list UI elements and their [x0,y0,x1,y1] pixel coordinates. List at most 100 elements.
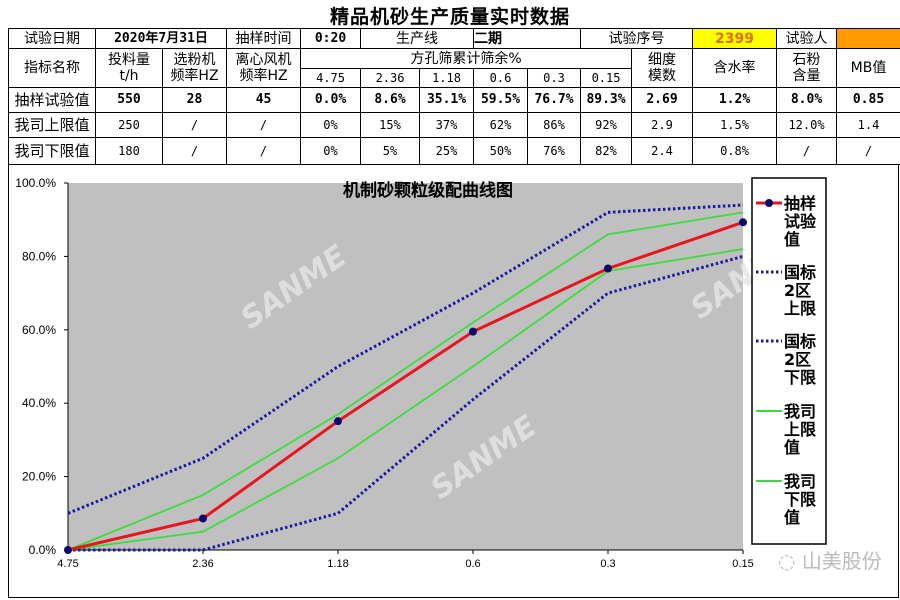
x-tick-label: 0.3 [600,558,615,570]
y-tick-label: 60.0% [22,323,56,337]
y-tick-label: 80.0% [22,249,56,263]
seq-value: 2399 [692,28,778,49]
y-tick-label: 20.0% [22,470,56,484]
table-cell: 92% [580,112,633,138]
sieve-header: 0.3 [527,68,582,88]
table-cell: 45 [226,87,302,113]
legend-label: 上限 [784,420,817,439]
plot-area [68,183,743,550]
table-cell: 180 [95,137,163,165]
legend-label: 下限 [784,368,817,387]
header-fin-l1: 细度 [648,52,677,68]
table-cell: 25% [419,137,475,165]
row-label: 抽样试验值 [8,87,96,113]
legend-label: 国标 [784,263,816,282]
header-sep-l2: 频率HZ [170,68,219,84]
series-line-4 [67,248,744,551]
header-feed-l1: 投料量 [108,52,150,68]
page-title: 精品机砂生产质量实时数据 [329,6,570,28]
legend-label: 下限 [784,490,817,509]
data-point [604,264,612,273]
header-pow-l2: 含量 [792,68,821,84]
data-point [199,514,207,523]
header-fan-l1: 离心风机 [235,52,292,68]
table-cell: / [776,137,838,165]
table-cell: 8.0% [776,87,838,113]
chart-frame [8,164,899,598]
corner-watermark: ◌ 山美股份 [778,545,882,574]
header-row-2: 4.75 2.36 1.18 0.6 0.3 0.15 [9,68,900,88]
header-mb: MB值 [836,48,900,88]
legend-label: 值 [784,438,800,457]
data-point [739,218,747,227]
legend-label: 我司 [784,472,816,491]
legend-label: 试验 [784,212,817,231]
data-point [469,327,477,336]
data-point [64,546,72,554]
x-tick-label: 0.15 [732,558,753,570]
corner-watermark-text: 山美股份 [801,549,882,573]
x-tick-label: 4.75 [57,558,78,570]
table-cell: 0.0% [300,87,362,113]
table-cell: 50% [473,137,529,165]
header-feed: 投料量 t/h [95,48,163,88]
header-fan-l2: 频率HZ [239,68,288,84]
table-cell: / [226,137,302,165]
header-row-1: 指标名称 投料量 t/h 选粉机 频率HZ 离心风机 频率HZ 方孔筛累计筛余% 细度… [8,48,900,88]
y-tick-label: 100.0% [15,176,56,190]
table-cell: / [836,137,900,165]
info-row: 试验日期 2020年7月31日 抽样时间 0:20 生产线 二期 试验序号 23… [8,28,900,49]
sieve-header: 2.36 [360,68,421,88]
table-cell: 0.8% [692,137,778,165]
table-cell: 89.3% [580,87,633,113]
legend-label: 值 [784,230,800,249]
legend-label: 2区 [784,281,811,300]
table-cell: 5% [360,137,421,165]
x-tick-label: 2.36 [192,558,213,570]
y-tick-label: 40.0% [22,396,56,410]
table-cell: 82% [580,137,633,165]
series-line-1 [67,203,744,515]
legend-label: 上限 [784,299,817,318]
header-fin-l2: 模数 [648,68,677,84]
wechat-icon: ◌ [778,549,802,573]
header-separator: 选粉机 频率HZ [161,48,228,88]
table-cell: 1.5% [692,112,778,138]
sieve-header: 0.15 [580,68,633,88]
table-cell: 8.6% [360,87,421,113]
date-value: 2020年7月31日 [94,28,228,49]
table-cell: 62% [473,112,529,138]
header-fan: 离心风机 频率HZ [226,48,302,88]
legend-box [751,177,827,545]
legend-label: 抽样 [784,194,816,213]
legend-label: 2区 [784,350,811,369]
y-tick-label: 0.0% [29,543,57,557]
row-label: 我司上限值 [8,112,96,138]
tester-label: 试验人 [776,28,838,49]
legend-marker [765,199,773,207]
table-cell: 59.5% [473,87,529,113]
table-row: 我司下限值 180//0% 5% 25% 50% 76% 82% 2.4 0.8% / / [8,137,900,165]
table-cell: 2.4 [631,137,694,165]
x-tick-label: 1.18 [327,558,348,570]
table-cell: 0% [300,112,362,138]
header-feed-l2: t/h [119,68,139,84]
legend-label: 国标 [784,332,816,351]
series-line-3 [67,211,744,551]
quality-data-table: 试验日期 2020年7月31日 抽样时间 0:20 生产线 二期 试验序号 23… [8,28,900,165]
date-label: 试验日期 [8,28,96,49]
series-line-2 [68,254,744,552]
table-cell: 0% [300,137,362,165]
table-cell: / [161,137,228,165]
header-pow-l1: 石粉 [792,52,821,68]
table-cell: 250 [95,112,163,138]
table-cell: 1.4 [836,112,900,138]
x-tick-label: 0.6 [465,558,480,570]
table-cell: 76% [527,137,582,165]
legend-label: 我司 [784,402,816,421]
series-line-0 [67,220,744,552]
header-sep-l1: 选粉机 [173,52,216,68]
table-row: 抽样试验值 550 28 45 0.0% 8.6% 35.1% 59.5% 76.7% 89.3%… [8,87,900,113]
line-value: 二期 [473,28,582,49]
